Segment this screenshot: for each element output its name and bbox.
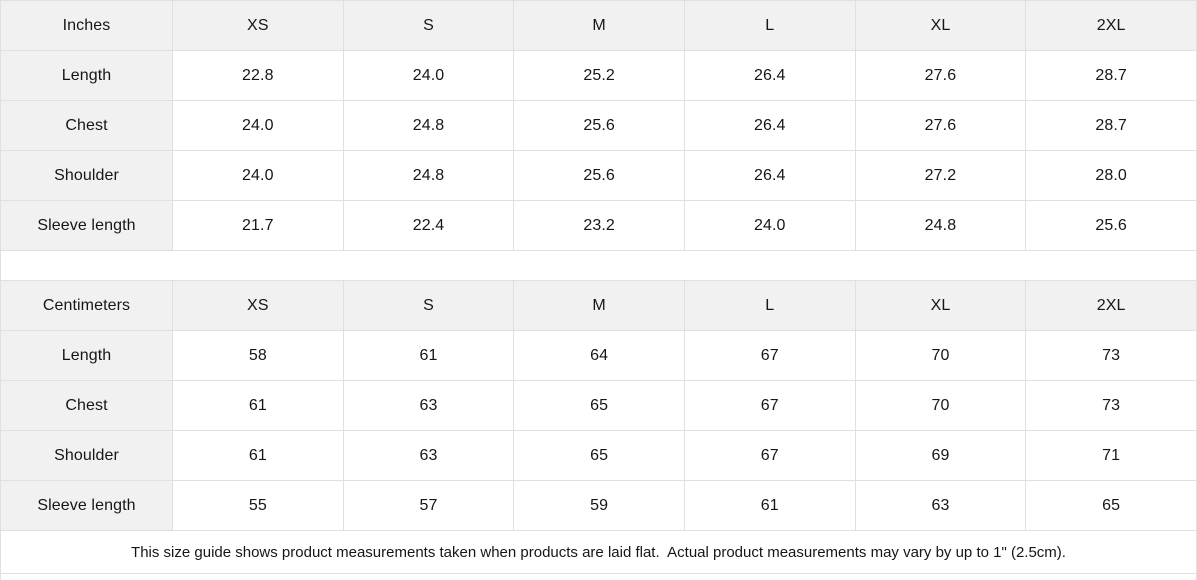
measure-label-cell: Sleeve length [0,200,173,251]
measurement-value-cell: 70 [854,330,1027,381]
measurement-value-cell: 25.6 [1025,200,1197,251]
measurement-value-cell: 28.0 [1025,150,1197,201]
measurement-value-cell: 57 [342,480,515,531]
measurement-value-cell: 61 [342,330,515,381]
measurement-value-cell: 65 [1025,480,1197,531]
measurement-value-cell: 26.4 [683,150,856,201]
measurement-value-cell: 71 [1025,430,1197,481]
measurement-value-cell: 24.0 [683,200,856,251]
table-row-chest: Chest 24.0 24.8 25.6 26.4 27.6 28.7 [0,100,1197,151]
measurement-value-cell: 28.7 [1025,50,1197,101]
size-table-inches: Inches XS S M L XL 2XL Length 22.8 24.0 … [0,0,1197,251]
measurement-value-cell: 73 [1025,380,1197,431]
measurement-value-cell: 28.7 [1025,100,1197,151]
measurement-value-cell: 25.6 [513,150,685,201]
measure-label-cell: Sleeve length [0,480,173,531]
measurement-value-cell: 27.2 [854,150,1027,201]
measurement-value-cell: 26.4 [683,100,856,151]
size-header-cell-l: L [683,0,856,51]
measure-label-cell: Length [0,50,173,101]
size-header-cell-m: M [513,0,685,51]
measurement-value-cell: 61 [172,380,344,431]
size-header-cell-xs: XS [172,0,344,51]
measurement-value-cell: 27.6 [854,100,1027,151]
measure-label-cell: Shoulder [0,430,173,481]
size-header-cell-2xl: 2XL [1025,0,1197,51]
table-row-sleeve-length: Sleeve length 55 57 59 61 63 65 [0,480,1197,531]
measurement-value-cell: 21.7 [172,200,344,251]
size-header-cell-l: L [683,280,856,331]
measurement-value-cell: 26.4 [683,50,856,101]
table-row-shoulder: Shoulder 61 63 65 67 69 71 [0,430,1197,481]
measurement-value-cell: 61 [683,480,856,531]
measurement-value-cell: 59 [513,480,685,531]
size-header-cell-xl: XL [854,280,1027,331]
measurement-value-cell: 67 [683,430,856,481]
table-row-sleeve-length: Sleeve length 21.7 22.4 23.2 24.0 24.8 2… [0,200,1197,251]
table-row-length: Length 22.8 24.0 25.2 26.4 27.6 28.7 [0,50,1197,101]
size-header-cell-m: M [513,280,685,331]
measure-label-cell: Shoulder [0,150,173,201]
measurement-value-cell: 27.6 [854,50,1027,101]
measurement-value-cell: 23.2 [513,200,685,251]
unit-header-cell: Centimeters [0,280,173,331]
table-header-row: Centimeters XS S M L XL 2XL [0,280,1197,331]
size-header-cell-s: S [342,280,515,331]
bottom-strip [0,574,1197,580]
measurement-value-cell: 61 [172,430,344,481]
measurement-value-cell: 65 [513,380,685,431]
measurement-value-cell: 63 [342,380,515,431]
measurement-value-cell: 70 [854,380,1027,431]
measurement-value-cell: 24.0 [172,150,344,201]
measurement-value-cell: 24.0 [342,50,515,101]
measurement-value-cell: 25.2 [513,50,685,101]
measurement-value-cell: 24.8 [342,100,515,151]
unit-header-cell: Inches [0,0,173,51]
size-table-centimeters: Centimeters XS S M L XL 2XL Length 58 61… [0,280,1197,531]
measure-label-cell: Chest [0,100,173,151]
size-header-cell-s: S [342,0,515,51]
table-row-length: Length 58 61 64 67 70 73 [0,330,1197,381]
size-header-cell-xl: XL [854,0,1027,51]
measurement-value-cell: 64 [513,330,685,381]
measurement-value-cell: 22.8 [172,50,344,101]
measurement-value-cell: 69 [854,430,1027,481]
measurement-value-cell: 55 [172,480,344,531]
measurement-value-cell: 65 [513,430,685,481]
measure-label-cell: Chest [0,380,173,431]
measurement-value-cell: 67 [683,330,856,381]
measurement-value-cell: 24.8 [854,200,1027,251]
table-row-shoulder: Shoulder 24.0 24.8 25.6 26.4 27.2 28.0 [0,150,1197,201]
size-guide-note: This size guide shows product measuremen… [0,531,1197,574]
measurement-value-cell: 24.0 [172,100,344,151]
measurement-value-cell: 67 [683,380,856,431]
measure-label-cell: Length [0,330,173,381]
size-header-cell-2xl: 2XL [1025,280,1197,331]
size-header-cell-xs: XS [172,280,344,331]
measurement-value-cell: 24.8 [342,150,515,201]
measurement-value-cell: 58 [172,330,344,381]
measurement-value-cell: 63 [854,480,1027,531]
table-header-row: Inches XS S M L XL 2XL [0,0,1197,51]
measurement-value-cell: 25.6 [513,100,685,151]
measurement-value-cell: 63 [342,430,515,481]
table-row-chest: Chest 61 63 65 67 70 73 [0,380,1197,431]
measurement-value-cell: 22.4 [342,200,515,251]
measurement-value-cell: 73 [1025,330,1197,381]
table-gap [0,251,1197,280]
